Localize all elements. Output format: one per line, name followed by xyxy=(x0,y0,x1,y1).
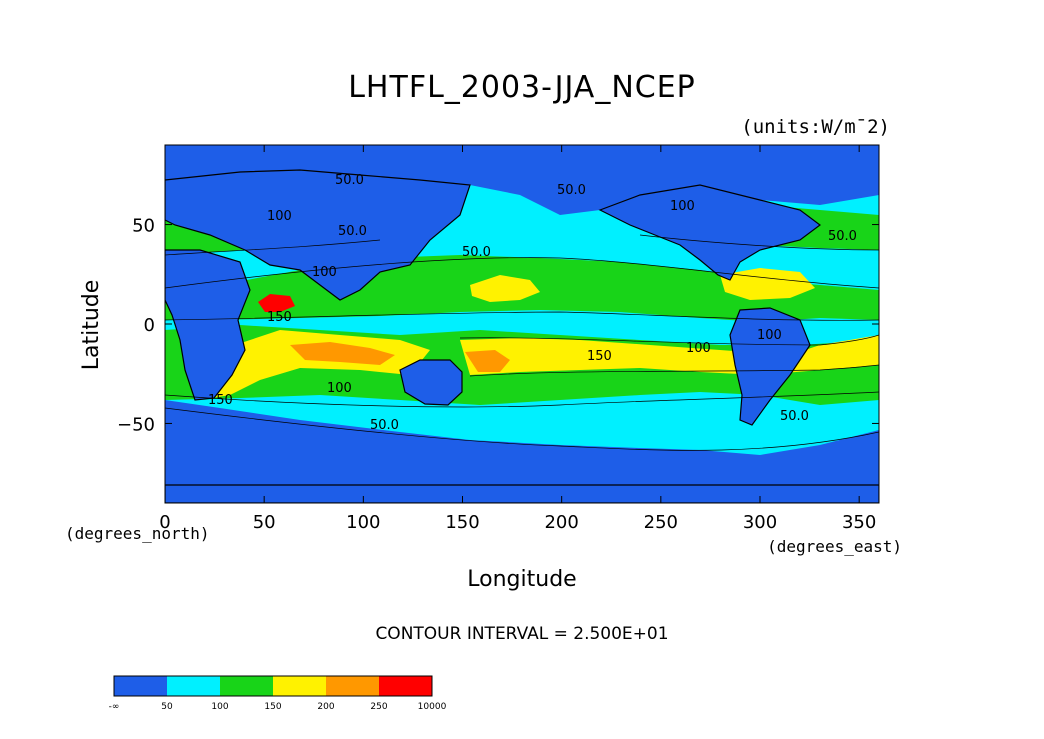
southern-ocean-low-flux xyxy=(165,400,879,503)
colorbar-swatch xyxy=(273,676,326,696)
x-tick-label: 100 xyxy=(346,512,380,533)
arctic-low-flux xyxy=(165,145,879,215)
colorbar-label: 200 xyxy=(317,702,334,712)
indian-ocean-hotspot xyxy=(290,342,395,365)
contour-label: 50.0 xyxy=(462,245,491,260)
eurasia-landmass xyxy=(165,169,471,301)
atlantic-trade-high-flux xyxy=(720,268,815,300)
contour-line xyxy=(165,239,381,256)
x-tick-label: 0 xyxy=(159,512,170,533)
colorbar-swatch xyxy=(114,676,167,696)
colorbar-swatch xyxy=(379,676,432,696)
colorbar-label: 10000 xyxy=(418,702,447,712)
x-tick-label: 250 xyxy=(644,512,678,533)
contour-line xyxy=(165,407,879,451)
colorbar: -∞ 50 100 150 200 250 10000 xyxy=(109,675,447,712)
contour-label: 50.0 xyxy=(780,409,809,424)
x-axis: 0 50 100 150 200 250 300 350 xyxy=(159,145,876,533)
contour-line xyxy=(165,311,879,321)
contour-label: 100 xyxy=(757,328,782,343)
contour-label: 100 xyxy=(267,209,292,224)
contour-label: 150 xyxy=(587,349,612,364)
colorbar-label: 250 xyxy=(370,702,387,712)
africa-landmass xyxy=(165,249,251,401)
north-pacific-high-flux xyxy=(470,275,540,302)
colorbar-swatch xyxy=(326,676,379,696)
north-america-landmass xyxy=(598,184,821,281)
x-tick-label: 350 xyxy=(842,512,876,533)
contour-lines xyxy=(165,234,879,451)
coral-sea-hotspot xyxy=(465,350,510,372)
x-axis-title: Longitude xyxy=(467,567,576,592)
indian-ocean-high-flux xyxy=(200,330,430,400)
y-axis-title: Latitude xyxy=(79,280,104,371)
colorbar-label: 50 xyxy=(161,702,173,712)
x-units-label: (degrees_east) xyxy=(767,537,902,556)
x-tick-label: 150 xyxy=(445,512,479,533)
contour-label: 150 xyxy=(208,393,233,408)
colorbar-swatch xyxy=(220,676,273,696)
contour-interval-note: CONTOUR INTERVAL = 2.500E+01 xyxy=(375,624,668,644)
contour-line xyxy=(165,391,879,408)
contour-label: 50.0 xyxy=(557,183,586,198)
contour-label-group: 50.0 50.0 50.0 50.0 50.0 50.0 50.0 100 1… xyxy=(208,173,857,433)
australia-landmass xyxy=(399,359,463,406)
contour-line xyxy=(639,234,879,251)
colorbar-frame xyxy=(113,675,433,697)
colorbar-label: -∞ xyxy=(109,702,120,712)
y-tick-label: 50 xyxy=(132,216,155,237)
y-tick-label: −50 xyxy=(117,414,155,435)
y-units-label: (degrees_north) xyxy=(65,524,210,543)
y-tick-label: 0 xyxy=(144,315,155,336)
contour-label: 50.0 xyxy=(335,173,364,188)
arabian-sea-hotspot xyxy=(258,294,295,312)
x-tick-label: 50 xyxy=(253,512,276,533)
contour-label: 100 xyxy=(327,381,352,396)
units-label: (units:W/m¯2) xyxy=(741,116,890,138)
map-panel: 50.0 50.0 50.0 50.0 50.0 50.0 50.0 100 1… xyxy=(165,145,879,503)
colorbar-swatch xyxy=(167,676,220,696)
contour-label: 50.0 xyxy=(828,229,857,244)
contour-label: 100 xyxy=(312,265,337,280)
south-america-landmass xyxy=(729,307,811,426)
contour-line xyxy=(459,334,879,346)
contour-label: 100 xyxy=(670,199,695,214)
x-tick-label: 300 xyxy=(743,512,777,533)
contour-line xyxy=(165,257,879,289)
contour-label: 150 xyxy=(267,310,292,325)
colorbar-label: 100 xyxy=(211,702,228,712)
x-tick-label: 200 xyxy=(544,512,578,533)
colorbar-label: 150 xyxy=(264,702,281,712)
contour-label: 50.0 xyxy=(338,224,367,239)
y-axis: 50 0 −50 xyxy=(117,216,879,435)
chart-title: LHTFL_2003-JJA_NCEP xyxy=(348,70,696,105)
antarctica-landmass xyxy=(165,484,879,503)
contour-label: 50.0 xyxy=(370,418,399,433)
contour-line xyxy=(469,364,879,377)
contour-label: 100 xyxy=(686,341,711,356)
